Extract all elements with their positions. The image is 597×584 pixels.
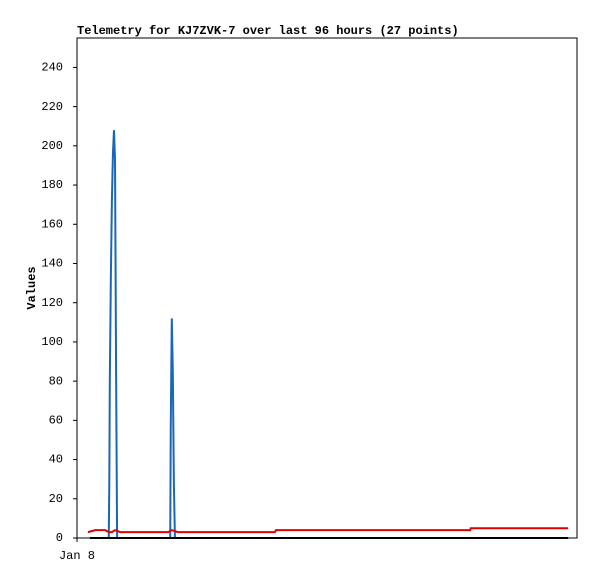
x-tick-label: Jan 8 <box>59 549 95 563</box>
y-tick-label: 220 <box>41 100 63 114</box>
y-tick-label: 160 <box>41 217 63 231</box>
chart-title: Telemetry for KJ7ZVK-7 over last 96 hour… <box>77 24 459 38</box>
y-axis-label: Values <box>25 266 39 309</box>
y-tick-label: 200 <box>41 139 63 153</box>
series-line <box>87 527 569 534</box>
y-tick-label: 60 <box>49 414 63 428</box>
y-tick-label: 80 <box>49 374 63 388</box>
plot-frame <box>76 37 578 539</box>
series-line <box>90 130 569 539</box>
y-tick-label: 40 <box>49 453 63 467</box>
y-tick-label: 100 <box>41 335 63 349</box>
y-tick-label: 240 <box>41 61 63 75</box>
y-tick-label: 120 <box>41 296 63 310</box>
y-tick-label: 180 <box>41 178 63 192</box>
y-tick-label: 0 <box>56 531 63 545</box>
y-tick-label: 140 <box>41 257 63 271</box>
y-tick-label: 20 <box>49 492 63 506</box>
